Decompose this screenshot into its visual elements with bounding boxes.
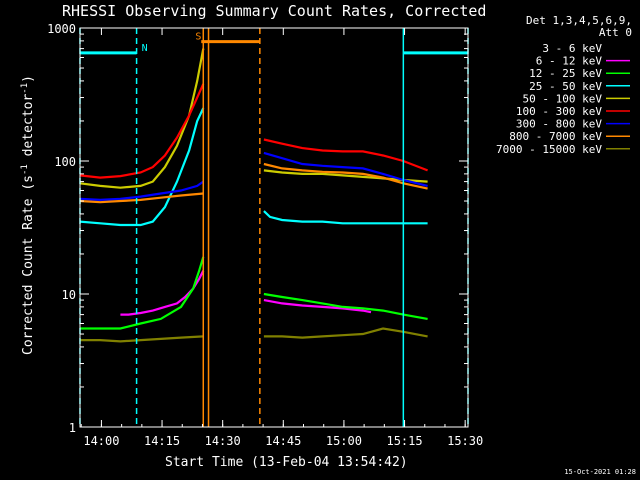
y-tick-label: 10	[62, 288, 76, 302]
timestamp: 15-Oct-2021 01:28	[564, 468, 636, 476]
series-line-7000-15000-kev-seg1	[263, 327, 428, 339]
series-line-6-12-kev-seg0	[120, 270, 205, 316]
series-line-6-12-kev-seg1	[263, 299, 372, 314]
x-tick-label: 15:00	[326, 434, 362, 448]
legend-label: 12 - 25 keV	[529, 67, 602, 80]
legend-label: 3 - 6 keV	[542, 42, 602, 55]
series-line-50-100-kev-seg1	[263, 169, 428, 183]
legend-label: 800 - 7000 keV	[509, 130, 602, 143]
plot-frame	[79, 27, 469, 428]
legend-label: 7000 - 15000 keV	[496, 143, 602, 156]
x-tick-label: 15:30	[447, 434, 483, 448]
x-tick-label: 14:45	[265, 434, 301, 448]
legend-label: 25 - 50 keV	[529, 80, 602, 93]
state-bar-label: N	[142, 43, 148, 54]
state-bar-label: S	[195, 32, 201, 43]
attenuator-label: Att 0	[599, 26, 632, 39]
series-line-100-300-kev-seg1	[263, 138, 428, 172]
x-axis: 14:00 14:15 14:30 14:45 15:00 15:15 15:30	[80, 28, 483, 448]
series-line-800-7000-kev-seg1	[263, 162, 428, 190]
chart-title: RHESSI Observing Summary Count Rates, Co…	[62, 2, 486, 20]
x-tick-label: 15:15	[386, 434, 422, 448]
x-tick-label: 14:15	[144, 434, 180, 448]
series-line-12-25-kev-seg0	[80, 256, 205, 330]
series-line-25-50-kev-seg1	[263, 210, 428, 225]
series-line-300-800-kev-seg0	[79, 180, 204, 202]
series-line-50-100-kev-seg0	[79, 48, 205, 189]
y-axis: 1 10 100 1000	[47, 22, 468, 435]
legend-label: 50 - 100 keV	[523, 92, 603, 105]
series-line-800-7000-kev-seg0	[79, 192, 204, 204]
series-line-100-300-kev-seg0	[79, 83, 205, 179]
series-line-7000-15000-kev-seg0	[80, 335, 204, 343]
state-bars: NS	[80, 32, 468, 55]
detector-label: Det 1,3,4,5,6,9,	[526, 14, 632, 27]
series-line-12-25-kev-seg1	[263, 292, 428, 320]
legend-label: 300 - 800 keV	[516, 118, 602, 131]
x-axis-label: Start Time (13-Feb-04 13:54:42)	[165, 455, 408, 470]
y-tick-label: 1000	[47, 22, 76, 36]
y-tick-label: 1	[69, 421, 76, 435]
series-line-300-800-kev-seg1	[263, 151, 428, 187]
legend-label: 100 - 300 keV	[516, 105, 602, 118]
y-axis-label: Corrected Count Rate (s-1 detector-1)	[20, 75, 36, 355]
legend-label: 6 - 12 keV	[536, 55, 603, 68]
x-tick-label: 14:30	[205, 434, 241, 448]
x-tick-label: 14:00	[83, 434, 119, 448]
y-tick-label: 100	[54, 155, 76, 169]
series-line-25-50-kev-seg0	[79, 107, 205, 227]
data-traces	[79, 48, 428, 343]
